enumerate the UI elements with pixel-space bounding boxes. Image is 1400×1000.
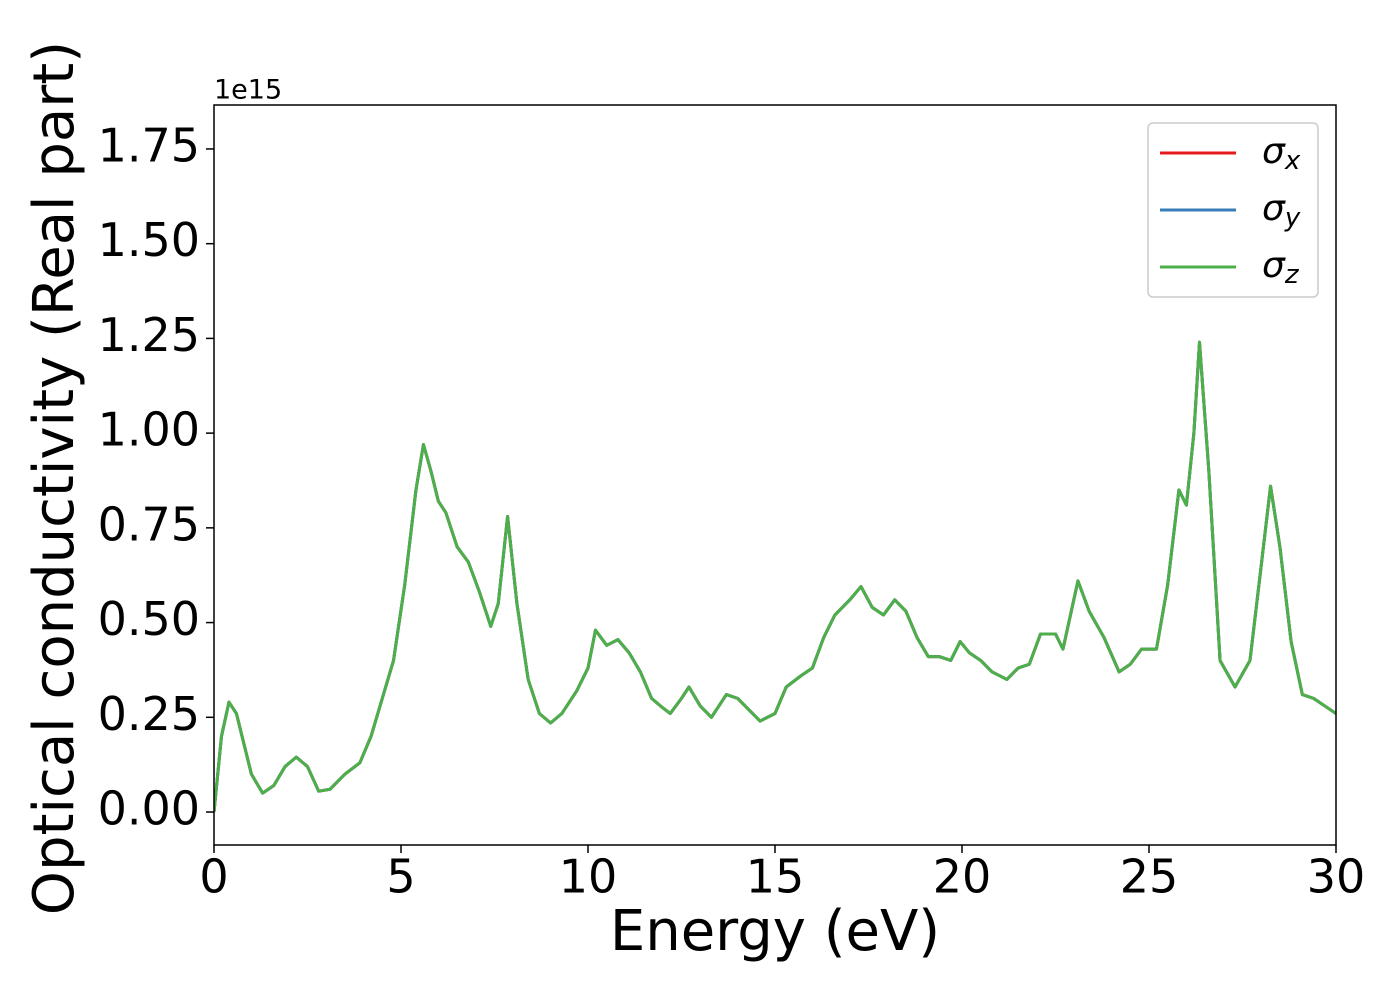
y-tick-label: 0.00 <box>98 782 200 836</box>
plot-frame <box>213 104 1337 846</box>
y-tick-label: 1.75 <box>98 118 200 172</box>
legend-label: σy <box>1262 188 1301 233</box>
x-tick-label: 0 <box>199 850 228 904</box>
y-offset-text: 1e15 <box>214 75 282 106</box>
x-tick-label: 10 <box>559 850 618 904</box>
data-line <box>214 340 1336 813</box>
x-tick-label: 25 <box>1120 850 1179 904</box>
legend-label: σz <box>1262 245 1300 290</box>
y-tick-label: 1.25 <box>98 308 200 362</box>
legend-label: σx <box>1262 131 1301 176</box>
y-axis-label: Optical conductivity (Real part) <box>22 41 87 915</box>
y-tick-label: 1.50 <box>98 213 200 267</box>
y-tick-label: 0.25 <box>98 687 200 741</box>
y-tick-label: 1.00 <box>98 403 200 457</box>
x-axis-label: Energy (eV) <box>610 899 940 964</box>
x-tick-label: 5 <box>386 850 415 904</box>
y-tick-label: 0.75 <box>98 497 200 551</box>
x-tick-label: 20 <box>933 850 992 904</box>
x-tick-label: 30 <box>1307 850 1366 904</box>
y-tick-label: 0.50 <box>98 592 200 646</box>
x-tick-label: 15 <box>746 850 805 904</box>
